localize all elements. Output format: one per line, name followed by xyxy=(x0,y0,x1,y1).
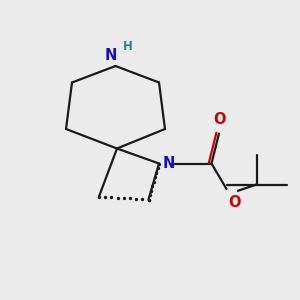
Text: H: H xyxy=(123,40,133,53)
Text: O: O xyxy=(213,112,226,128)
Text: N: N xyxy=(163,156,175,171)
Text: N: N xyxy=(105,48,117,63)
Text: O: O xyxy=(228,195,241,210)
